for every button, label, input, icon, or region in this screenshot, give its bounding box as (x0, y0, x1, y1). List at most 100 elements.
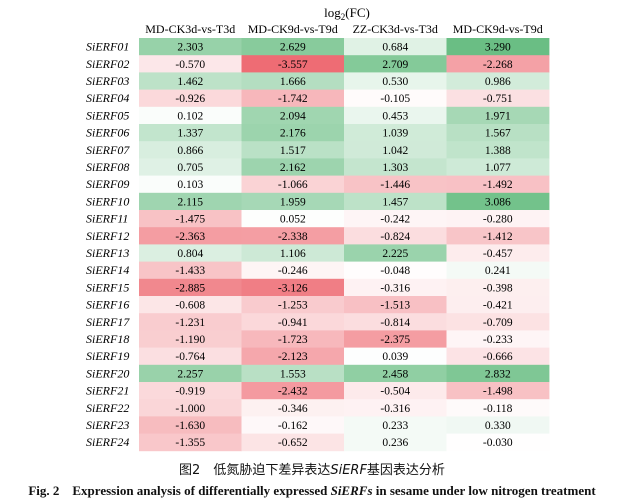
cell-value: 1.462 (177, 76, 203, 88)
heatmap-cell (344, 55, 447, 73)
cell-value: -0.751 (483, 93, 513, 105)
cell-value: -0.316 (380, 282, 410, 294)
chart-title: log2(FC) (324, 5, 370, 22)
heatmap-cell (241, 55, 345, 73)
heatmap-cell (241, 296, 345, 314)
heatmap-cell (344, 261, 447, 280)
cell-value: -1.412 (483, 231, 513, 243)
cell-value: -1.492 (483, 179, 513, 191)
heatmap-cell (446, 347, 550, 366)
heatmap-cell (446, 313, 550, 331)
cell-value: -0.824 (380, 231, 410, 243)
cell-value: -0.246 (278, 265, 308, 277)
heatmap-cell (241, 313, 345, 331)
heatmap-cell (344, 296, 447, 314)
row-label: SiERF20 (86, 366, 129, 380)
cell-value: -1.742 (278, 93, 308, 105)
cell-value: -1.475 (175, 214, 205, 226)
cell-value: -1.190 (175, 334, 205, 346)
cell-value: 1.971 (485, 110, 511, 122)
row-label: SiERF21 (86, 384, 129, 398)
row-label: SiERF02 (86, 57, 129, 71)
cell-value: 1.039 (382, 128, 408, 140)
heatmap-cell (344, 364, 447, 383)
cell-value: -0.242 (380, 214, 410, 226)
row-label: SiERF10 (86, 194, 129, 208)
cell-value: 0.453 (382, 110, 408, 122)
cell-value: 2.832 (485, 368, 511, 380)
heatmap-cell (344, 227, 447, 245)
cell-value: -2.375 (380, 334, 410, 346)
cell-value: 0.103 (177, 179, 203, 191)
heatmap-cell (446, 433, 550, 452)
cell-value: -1.066 (278, 179, 308, 191)
cell-value: 2.162 (280, 162, 306, 174)
cell-value: 2.303 (177, 42, 203, 54)
cell-value: -1.630 (175, 420, 205, 432)
cell-value: 1.106 (280, 248, 306, 260)
cell-value: 2.094 (280, 110, 306, 122)
figure-caption-chinese: 图2 低氮胁迫下差异表达SiERF基因表达分析 (179, 463, 445, 478)
heatmap-cell (344, 106, 447, 125)
row-label: SiERF12 (86, 229, 129, 243)
cell-value: -2.123 (278, 351, 308, 363)
cell-value: 1.567 (485, 128, 511, 140)
cell-value: -0.162 (278, 420, 308, 432)
heatmap-cell (241, 433, 345, 452)
heatmap-cell (139, 192, 242, 211)
heatmap-cell (344, 313, 447, 331)
heatmap-cell (139, 399, 242, 417)
heatmap-cells: 2.303 2.629 0.684 3.290 -0.570 -3.557 2.709 -2.… (139, 38, 550, 452)
heatmap-cell (344, 210, 447, 228)
heatmap-cell (446, 72, 550, 90)
heatmap-cell (446, 296, 550, 314)
cell-value: 0.866 (177, 145, 203, 157)
cell-value: -0.105 (380, 93, 410, 105)
cell-value: 1.337 (177, 128, 203, 140)
heatmap-cell (241, 364, 345, 383)
row-label: SiERF23 (86, 418, 129, 432)
heatmap-cell (241, 141, 345, 159)
cell-value: -0.316 (380, 403, 410, 415)
cell-value: 1.517 (280, 145, 306, 157)
cell-value: -0.570 (175, 59, 205, 71)
cell-value: -1.000 (175, 403, 205, 415)
heatmap-cell (446, 416, 550, 434)
heatmap-cell (241, 210, 345, 228)
cell-value: 0.330 (485, 420, 511, 432)
cell-value: 2.458 (382, 368, 408, 380)
cell-value: 1.553 (280, 368, 306, 380)
heatmap-cell (139, 364, 242, 383)
cell-value: 0.052 (280, 214, 306, 226)
cell-value: 3.290 (485, 42, 511, 54)
heatmap-cell (241, 278, 345, 297)
heatmap-cell (446, 124, 550, 142)
cell-value: 0.705 (177, 162, 203, 174)
row-label: SiERF05 (86, 108, 129, 122)
cell-value: 0.236 (382, 437, 408, 449)
cell-value: -0.118 (483, 403, 513, 415)
row-label: SiERF03 (86, 74, 129, 88)
row-label: SiERF16 (86, 298, 129, 312)
cell-value: -2.268 (483, 59, 513, 71)
row-label: SiERF22 (86, 401, 129, 415)
cell-value: -0.048 (380, 265, 410, 277)
cell-value: 0.804 (177, 248, 203, 260)
cell-value: -1.433 (175, 265, 205, 277)
heatmap-cell (241, 158, 345, 176)
heatmap-cell (344, 192, 447, 211)
column-header: MD-CK3d-vs-T3d (145, 22, 235, 36)
cell-value: 1.457 (382, 196, 408, 208)
row-label: SiERF19 (86, 349, 129, 363)
cell-value: -2.363 (175, 231, 205, 243)
heatmap-cell (446, 278, 550, 297)
heatmap-cell (446, 175, 550, 194)
cell-value: 0.039 (382, 351, 408, 363)
heatmap-cell (241, 89, 345, 108)
heatmap-cell (446, 227, 550, 245)
cell-value: 1.303 (382, 162, 408, 174)
column-header: ZZ-CK3d-vs-T3d (353, 22, 438, 36)
cell-value: -0.652 (278, 437, 308, 449)
heatmap-cell (446, 330, 550, 348)
heatmap-cell (344, 399, 447, 417)
